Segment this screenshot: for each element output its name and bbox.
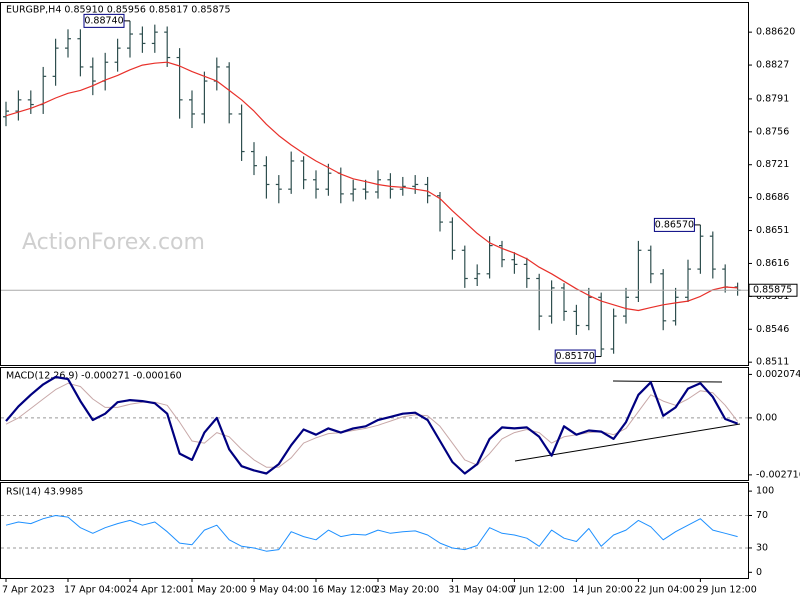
rsi-panel	[0, 482, 749, 579]
x-tick-label: 7 Apr 2023	[2, 585, 55, 596]
y-tick-label: 0.8721	[756, 159, 789, 170]
macd-title: MACD(12,26,9) -0.000271 -0.000160	[6, 371, 182, 382]
y-tick-label: 0.8756	[756, 126, 789, 137]
y-tick-label: 0.8511	[756, 357, 789, 368]
current-price-label: 0.85875	[753, 285, 792, 296]
y-tick-label: 30	[756, 542, 768, 553]
chart-title: EURGBP,H4 0.85910 0.85956 0.85817 0.8587…	[6, 5, 231, 16]
x-tick-label: 14 Jun 20:00	[572, 585, 632, 596]
macd-panel	[0, 367, 749, 481]
y-tick-label: 70	[756, 510, 768, 521]
y-tick-label: 0.8546	[756, 324, 789, 335]
watermark: ActionForex.com	[22, 230, 205, 255]
x-tick-label: 24 Apr 12:00	[126, 585, 188, 596]
y-tick-label: 0.002074	[756, 369, 800, 380]
y-tick-label: 0	[756, 567, 762, 578]
y-tick-label: 0.8686	[756, 192, 789, 203]
current-price-box	[748, 283, 798, 297]
x-tick-label: 22 Jun 04:00	[634, 585, 694, 596]
x-tick-label: 23 May 20:00	[374, 585, 439, 596]
price-panel	[0, 2, 749, 366]
annotation: 0.86570	[655, 219, 694, 230]
annotation: 0.85170	[556, 351, 595, 362]
y-tick-label: 0.8827	[756, 60, 789, 71]
annotation: 0.88740	[84, 15, 123, 26]
y-tick-label: 0.8616	[756, 258, 789, 269]
trendline	[612, 380, 723, 383]
y-tick-label: -0.002716	[756, 469, 800, 480]
x-tick-label: 16 May 12:00	[312, 585, 377, 596]
series-line	[5, 375, 738, 475]
x-tick-label: 17 Apr 04:00	[64, 585, 126, 596]
x-tick-label: 29 Jun 12:00	[696, 585, 756, 596]
rsi-title: RSI(14) 43.9985	[6, 487, 83, 498]
series-line	[5, 515, 738, 552]
annotation-box	[653, 217, 695, 232]
moving-average	[5, 61, 738, 312]
y-tick-label: 0.8651	[756, 225, 789, 236]
x-tick-label: 31 May 04:00	[448, 585, 513, 596]
series-line	[5, 382, 738, 468]
x-tick-label: 7 Jun 12:00	[510, 585, 564, 596]
y-tick-label: 0.8791	[756, 93, 789, 104]
x-tick-label: 9 May 04:00	[250, 585, 309, 596]
x-tick-label: 1 May 20:00	[188, 585, 247, 596]
y-tick-label: 0.88620	[756, 27, 795, 38]
y-tick-label: 100	[756, 486, 774, 497]
annotation-box	[83, 13, 125, 28]
y-tick-label: 0.00	[756, 412, 777, 423]
annotation-box	[554, 349, 596, 364]
